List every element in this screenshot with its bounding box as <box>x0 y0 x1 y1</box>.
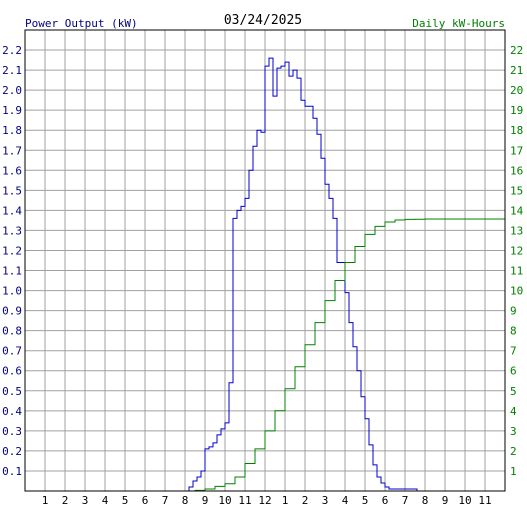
x-tick-label: 9 <box>202 494 209 507</box>
right-tick-label: 2 <box>510 445 517 458</box>
x-tick-label: 10 <box>458 494 471 507</box>
power-series-line <box>183 57 435 492</box>
x-tick-label: 7 <box>402 494 409 507</box>
left-tick-label: 0.8 <box>2 325 22 338</box>
x-tick-label: 4 <box>102 494 109 507</box>
x-tick-label: 7 <box>162 494 169 507</box>
right-axis-title: Daily kW-Hours <box>412 17 505 30</box>
left-tick-label: 1.7 <box>2 144 22 157</box>
right-tick-label: 11 <box>510 265 523 278</box>
right-tick-label: 12 <box>510 244 523 257</box>
right-tick-label: 5 <box>510 385 517 398</box>
left-tick-label: 1.6 <box>2 164 22 177</box>
left-tick-label: 1.1 <box>2 265 22 278</box>
x-tick-label: 6 <box>382 494 389 507</box>
right-tick-label: 22 <box>510 44 523 57</box>
x-tick-label: 4 <box>342 494 349 507</box>
x-tick-label: 10 <box>218 494 231 507</box>
right-tick-label: 3 <box>510 425 517 438</box>
series-layer <box>183 57 505 492</box>
left-tick-label: 1.5 <box>2 184 22 197</box>
chart-title: 03/24/2025 <box>224 13 302 28</box>
right-tick-label: 17 <box>510 144 523 157</box>
left-axis-title: Power Output (kW) <box>25 17 138 30</box>
x-tick-label: 1 <box>282 494 289 507</box>
plot-frame <box>24 29 506 492</box>
left-tick-label: 0.9 <box>2 305 22 318</box>
x-tick-label: 5 <box>122 494 129 507</box>
x-tick-label: 9 <box>442 494 449 507</box>
right-tick-label: 9 <box>510 305 517 318</box>
right-tick-label: 19 <box>510 104 523 117</box>
x-tick-label: 11 <box>478 494 491 507</box>
left-tick-label: 0.4 <box>2 405 22 418</box>
x-tick-label: 8 <box>182 494 189 507</box>
x-tick-label: 8 <box>422 494 429 507</box>
x-tick-label: 2 <box>302 494 309 507</box>
right-tick-label: 16 <box>510 164 523 177</box>
x-tick-label: 5 <box>362 494 369 507</box>
right-tick-label: 4 <box>510 405 517 418</box>
right-tick-label: 10 <box>510 285 523 298</box>
right-tick-label: 15 <box>510 184 523 197</box>
x-tick-label: 3 <box>322 494 329 507</box>
right-tick-label: 14 <box>510 204 524 217</box>
left-tick-label: 2.0 <box>2 84 22 97</box>
right-tick-label: 20 <box>510 84 523 97</box>
left-tick-label: 1.0 <box>2 285 22 298</box>
left-tick-labels: 0.1 0.2 0.3 0.4 0.5 0.6 0.7 0.8 0.9 1.0 1.1 1.2 1.3 1… <box>2 44 22 478</box>
left-tick-label: 1.9 <box>2 104 22 117</box>
energy-series-line <box>185 218 505 492</box>
left-tick-label: 1.4 <box>2 204 22 217</box>
x-tick-label: 11 <box>238 494 251 507</box>
right-tick-label: 7 <box>510 345 517 358</box>
left-tick-label: 1.2 <box>2 244 22 257</box>
x-tick-label: 3 <box>82 494 89 507</box>
left-tick-label: 0.6 <box>2 365 22 378</box>
right-tick-label: 1 <box>510 465 517 478</box>
left-tick-label: 0.2 <box>2 445 22 458</box>
right-tick-label: 13 <box>510 224 523 237</box>
left-tick-label: 0.7 <box>2 345 22 358</box>
right-tick-label: 21 <box>510 64 523 77</box>
x-tick-label: 1 <box>42 494 49 507</box>
right-tick-label: 6 <box>510 365 517 378</box>
left-tick-label: 0.1 <box>2 465 22 478</box>
left-tick-label: 1.3 <box>2 224 22 237</box>
left-tick-label: 2.2 <box>2 44 22 57</box>
x-tick-label: 2 <box>62 494 69 507</box>
left-tick-label: 0.3 <box>2 425 22 438</box>
x-tick-label: 12 <box>258 494 271 507</box>
x-tick-labels: 1 2 3 4 5 6 7 8 9 10 11 12 1 2 3 4 5 6 7 8 9 10 11 <box>42 494 492 507</box>
left-tick-label: 0.5 <box>2 385 22 398</box>
left-tick-label: 1.8 <box>2 124 22 137</box>
right-tick-label: 8 <box>510 325 517 338</box>
left-tick-label: 2.1 <box>2 64 22 77</box>
right-tick-label: 18 <box>510 124 523 137</box>
x-tick-label: 6 <box>142 494 149 507</box>
